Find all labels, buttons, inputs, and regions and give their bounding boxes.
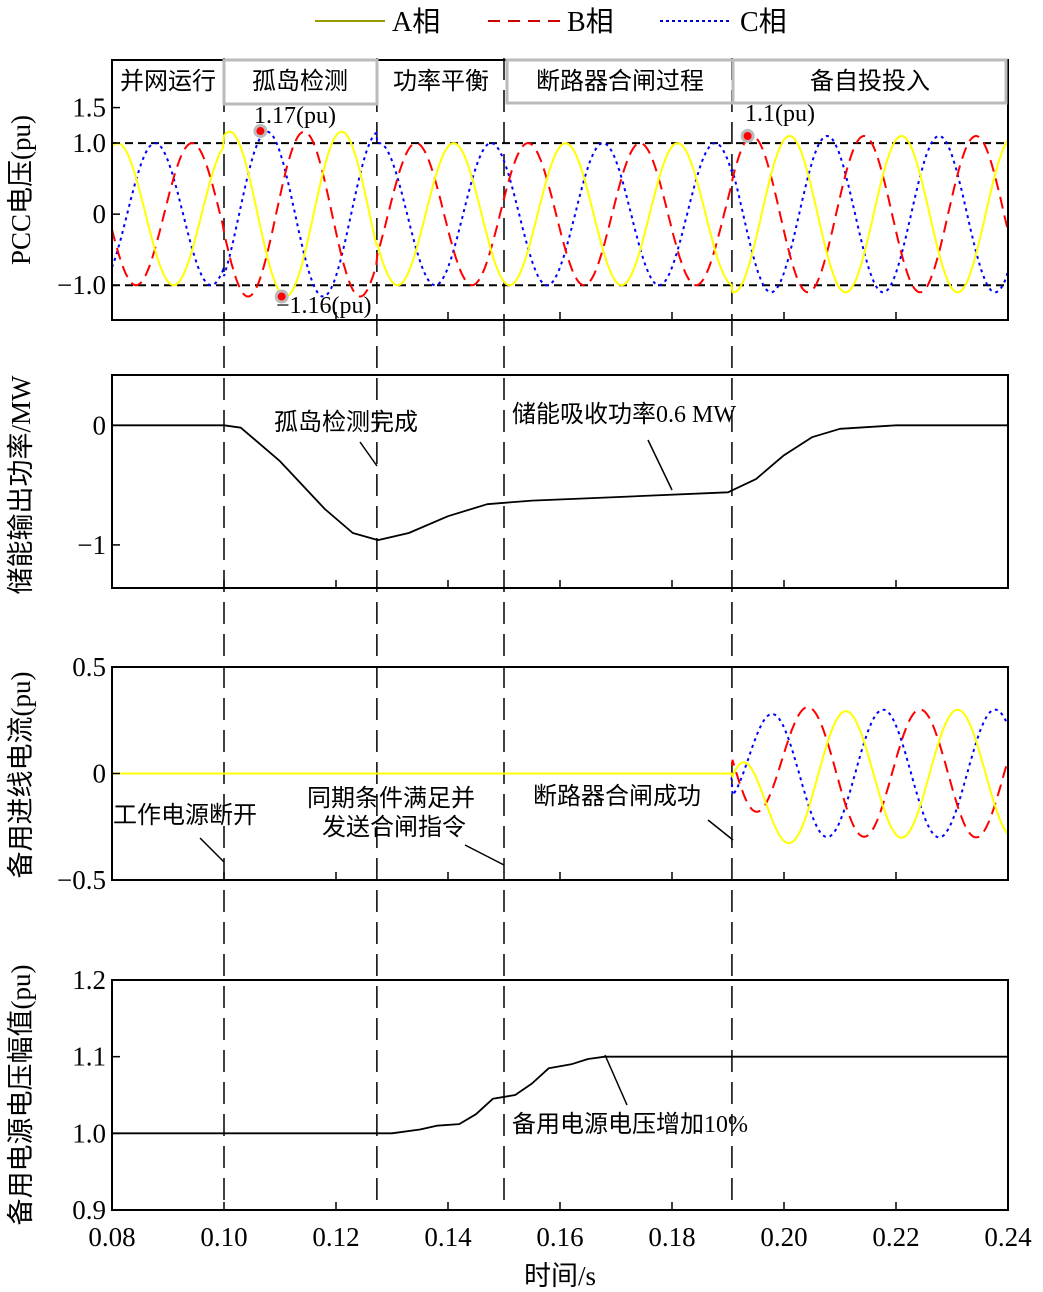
y-tick-label: 1.0 <box>72 1118 106 1148</box>
x-tick-label: 0.08 <box>88 1222 135 1252</box>
panel-1-frame <box>111 374 1009 589</box>
y-tick-label: 1.1 <box>72 1042 106 1072</box>
annotation-sync-2: 发送合闸指令 <box>322 814 466 841</box>
series-phase-b <box>112 130 1008 298</box>
annotation-source-off: 工作电源断开 <box>113 802 257 829</box>
marker-point <box>277 292 286 301</box>
y-tick-label: −1 <box>77 530 106 560</box>
y-tick-label: 0.5 <box>72 652 106 682</box>
series-line <box>112 424 1008 541</box>
annotation-breaker-ok: 断路器合闸成功 <box>533 783 701 810</box>
x-tick-label: 0.14 <box>424 1222 472 1252</box>
x-tick-label: 0.10 <box>200 1222 247 1252</box>
phase-labels: 并网运行 孤岛检测 功率平衡 断路器合闸过程 备自投投入 <box>120 58 1008 106</box>
y-tick-label: 1.0 <box>72 128 106 158</box>
panel-1-plot <box>112 424 1008 541</box>
leader-breaker-ok <box>707 819 734 841</box>
y-tick-label: 1.5 <box>72 93 106 123</box>
phase-box-island <box>222 58 379 106</box>
legend-label-c: C相 <box>740 6 787 38</box>
phase-label-auto: 备自投投入 <box>810 68 930 95</box>
series-phase-a <box>112 130 1008 298</box>
leader-sync <box>464 844 505 866</box>
y-tick-label: 0 <box>93 759 107 789</box>
y-tick-label: −1.0 <box>57 270 106 300</box>
y-tick-label: 0 <box>93 410 107 440</box>
series-line <box>112 1055 1008 1135</box>
marker-label-2: −1.16(pu) <box>276 293 372 319</box>
x-tick-label: 0.16 <box>536 1222 583 1252</box>
x-tick-label: 0.18 <box>648 1222 695 1252</box>
y-axis-label: PCC电压(pu) <box>6 115 36 265</box>
y-axis-label: 备用进线电流(pu) <box>6 672 36 879</box>
leader-storage-absorb <box>647 439 673 491</box>
x-tick-label: 0.24 <box>984 1222 1032 1252</box>
phase-label-grid: 并网运行 <box>120 68 216 95</box>
phase-label-breaker: 断路器合闸过程 <box>536 68 704 95</box>
annotation-sync-1: 同期条件满足并 <box>307 785 475 812</box>
annotation-storage-absorb: 储能吸收功率0.6 MW <box>512 401 736 428</box>
marker-label-3: 1.1(pu) <box>745 101 815 127</box>
legend-label-b: B相 <box>567 6 614 38</box>
leader-island-done <box>359 441 378 467</box>
panel-3-frame <box>111 979 1009 1211</box>
phase-box-auto <box>731 58 1008 105</box>
panel-0-plot <box>112 130 1008 298</box>
panel-2-plot <box>112 706 1008 845</box>
marker-label-1: 1.17(pu) <box>254 103 336 129</box>
phase-label-balance: 功率平衡 <box>393 68 489 95</box>
leader-voltage-increase <box>604 1054 628 1106</box>
y-tick-label: 0.9 <box>72 1195 106 1225</box>
leader-source-off <box>199 837 225 863</box>
marker-point <box>256 127 265 136</box>
series-phase-a <box>112 708 1008 845</box>
y-tick-label: −0.5 <box>57 865 106 895</box>
legend-label-a: A相 <box>392 6 440 38</box>
phase-label-island: 孤岛检测 <box>252 68 348 95</box>
y-tick-label: 1.2 <box>72 965 106 995</box>
panel-3-plot <box>112 1055 1008 1135</box>
x-tick-label: 0.22 <box>872 1222 919 1252</box>
legend: A相 B相 C相 <box>315 6 787 38</box>
annotations: 1.17(pu) −1.16(pu) 1.1(pu) 孤岛检测完成 储能吸收功率… <box>113 101 815 1138</box>
panel-2-frame <box>111 666 1009 881</box>
x-axis-label: 时间/s <box>524 1261 596 1291</box>
y-axis-label: 备用电源电压幅值(pu) <box>6 965 36 1226</box>
x-tick-label: 0.20 <box>760 1222 807 1252</box>
y-axis-label: 储能输出功率/MW <box>6 375 36 595</box>
x-tick-label: 0.12 <box>312 1222 359 1252</box>
annotation-island-done: 孤岛检测完成 <box>274 409 418 436</box>
annotation-voltage-increase: 备用电源电压增加10% <box>512 1111 748 1138</box>
y-tick-label: 0 <box>93 199 107 229</box>
marker-point <box>743 132 752 141</box>
